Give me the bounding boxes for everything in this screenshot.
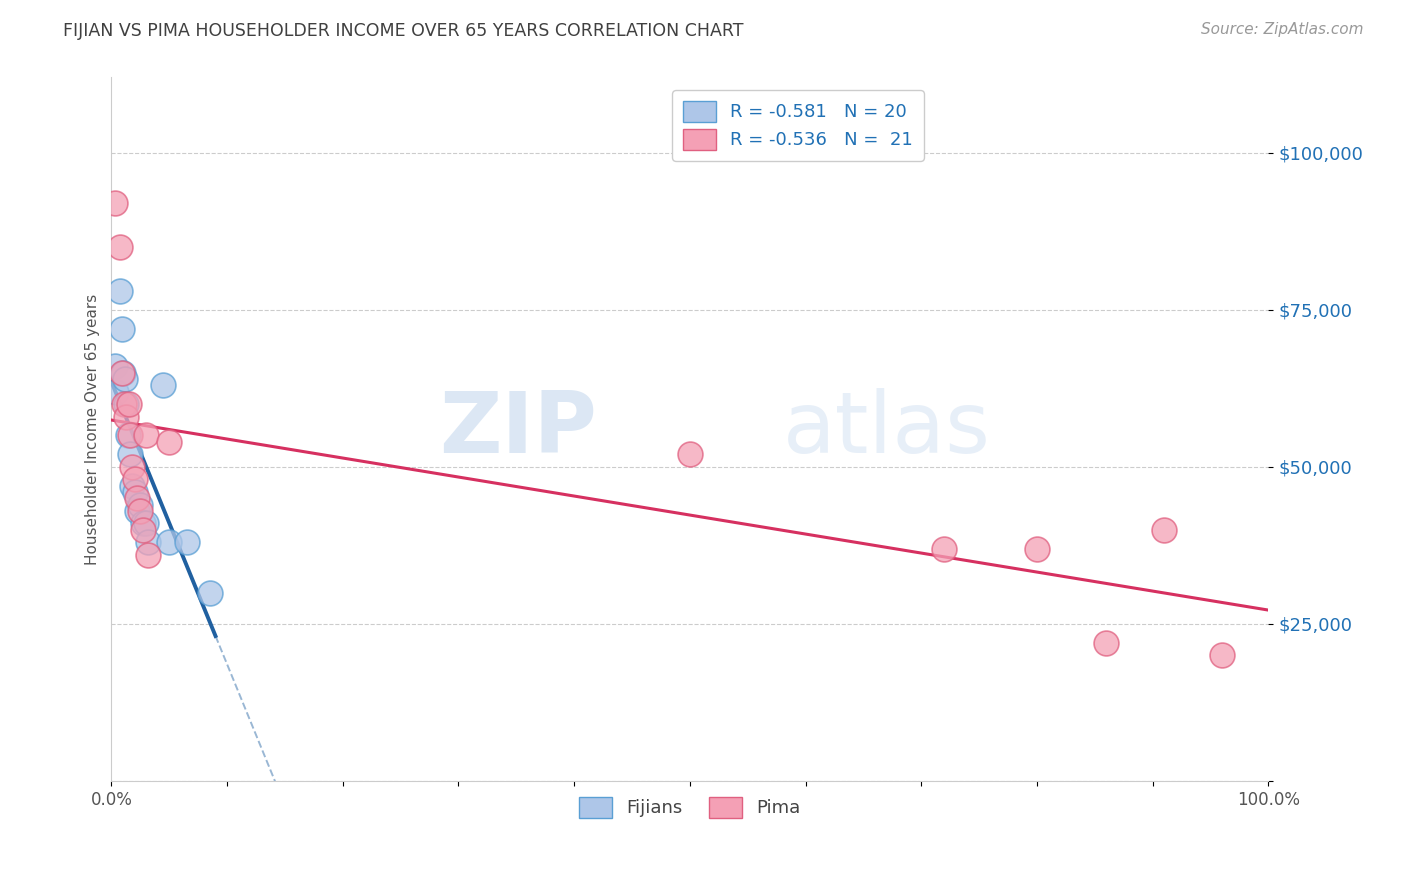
Legend: Fijians, Pima: Fijians, Pima <box>572 789 808 825</box>
Point <box>1095 636 1118 650</box>
Point <box>112 397 135 411</box>
Point <box>198 585 221 599</box>
Point <box>108 284 131 298</box>
Point <box>108 240 131 254</box>
Point <box>115 397 138 411</box>
Point <box>176 535 198 549</box>
Point <box>117 428 139 442</box>
Text: ZIP: ZIP <box>440 388 598 471</box>
Point <box>115 409 138 424</box>
Point <box>131 516 153 531</box>
Point <box>934 541 956 556</box>
Point <box>131 523 153 537</box>
Point <box>118 428 141 442</box>
Text: atlas: atlas <box>782 388 990 471</box>
Text: FIJIAN VS PIMA HOUSEHOLDER INCOME OVER 65 YEARS CORRELATION CHART: FIJIAN VS PIMA HOUSEHOLDER INCOME OVER 6… <box>63 22 744 40</box>
Point <box>118 447 141 461</box>
Point <box>1153 523 1175 537</box>
Point <box>111 322 134 336</box>
Point <box>104 196 127 211</box>
Text: Source: ZipAtlas.com: Source: ZipAtlas.com <box>1201 22 1364 37</box>
Point <box>129 504 152 518</box>
Point <box>121 459 143 474</box>
Point <box>114 372 136 386</box>
Point <box>138 535 160 549</box>
Point <box>129 498 152 512</box>
Point <box>118 397 141 411</box>
Point <box>124 485 146 500</box>
Point <box>105 384 128 399</box>
Point <box>111 366 134 380</box>
Point <box>124 473 146 487</box>
Y-axis label: Householder Income Over 65 years: Householder Income Over 65 years <box>86 293 100 565</box>
Point <box>138 548 160 562</box>
Point <box>679 447 702 461</box>
Point <box>125 504 148 518</box>
Point <box>111 366 134 380</box>
Point <box>1025 541 1047 556</box>
Point <box>135 428 157 442</box>
Point <box>1211 648 1233 663</box>
Point <box>121 479 143 493</box>
Point <box>157 535 180 549</box>
Point <box>125 491 148 506</box>
Point <box>104 359 127 374</box>
Point <box>135 516 157 531</box>
Point <box>157 434 180 449</box>
Point <box>152 378 174 392</box>
